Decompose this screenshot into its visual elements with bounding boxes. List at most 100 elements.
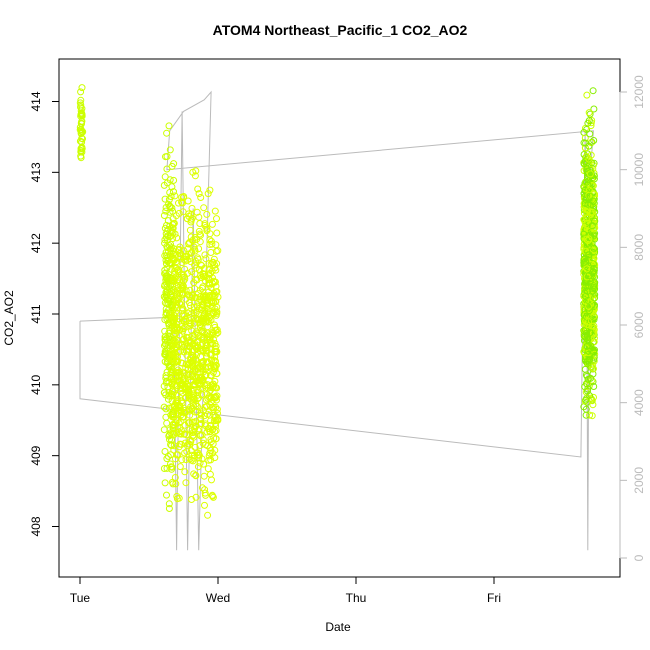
data-point bbox=[173, 451, 181, 459]
data-point bbox=[197, 416, 205, 423]
data-point bbox=[195, 190, 203, 198]
data-point bbox=[179, 317, 187, 324]
data-point bbox=[183, 431, 190, 439]
data-point bbox=[175, 199, 182, 207]
data-point bbox=[203, 225, 211, 233]
data-point bbox=[175, 273, 183, 281]
data-point bbox=[582, 396, 590, 404]
data-point bbox=[208, 350, 215, 358]
data-point bbox=[170, 256, 178, 264]
data-point bbox=[207, 394, 215, 401]
data-point bbox=[171, 267, 179, 275]
data-point bbox=[192, 167, 200, 175]
data-point bbox=[170, 176, 178, 184]
data-point bbox=[171, 230, 179, 238]
data-point bbox=[187, 438, 195, 446]
data-point bbox=[168, 224, 176, 232]
data-point bbox=[77, 126, 85, 134]
data-point bbox=[177, 359, 185, 367]
data-point bbox=[199, 327, 207, 335]
chart-title: ATOM4 Northeast_Pacific_1 CO2_AO2 bbox=[213, 22, 468, 38]
line-series bbox=[79, 90, 594, 551]
data-point bbox=[586, 170, 594, 178]
data-point bbox=[201, 251, 209, 259]
data-point bbox=[585, 222, 593, 230]
data-point bbox=[186, 371, 194, 379]
y-tick-label: 414 bbox=[29, 91, 43, 111]
data-point bbox=[590, 244, 598, 252]
data-point bbox=[205, 452, 213, 460]
data-point bbox=[188, 248, 196, 256]
data-point bbox=[166, 208, 174, 216]
data-point bbox=[197, 420, 205, 428]
data-point bbox=[188, 214, 196, 222]
data-point bbox=[170, 446, 178, 454]
data-point bbox=[161, 327, 169, 335]
data-point bbox=[213, 229, 221, 237]
data-point bbox=[209, 258, 217, 266]
data-point bbox=[590, 338, 598, 346]
data-point bbox=[191, 334, 198, 342]
data-point bbox=[167, 441, 175, 449]
data-point bbox=[197, 231, 205, 239]
data-point bbox=[176, 463, 184, 471]
data-point bbox=[202, 349, 210, 357]
data-point bbox=[168, 411, 176, 419]
data-point bbox=[170, 277, 177, 285]
data-point bbox=[582, 292, 590, 300]
point-series bbox=[76, 84, 599, 519]
data-point bbox=[163, 283, 171, 291]
y2-tick-label: 2000 bbox=[632, 467, 646, 494]
data-point bbox=[179, 285, 187, 292]
x-axis-label: Date bbox=[325, 620, 351, 634]
data-point bbox=[162, 340, 170, 348]
data-point bbox=[581, 134, 589, 142]
data-point bbox=[181, 384, 189, 392]
data-point bbox=[201, 489, 209, 497]
data-point bbox=[166, 176, 174, 184]
data-point bbox=[186, 419, 193, 427]
data-point bbox=[167, 460, 174, 468]
data-point bbox=[176, 370, 184, 378]
data-point bbox=[589, 401, 597, 409]
data-point bbox=[188, 310, 195, 318]
data-point bbox=[187, 211, 195, 219]
data-point bbox=[585, 272, 593, 280]
data-point bbox=[169, 391, 177, 399]
data-point bbox=[196, 293, 204, 301]
data-point bbox=[190, 470, 198, 478]
data-point bbox=[196, 459, 204, 467]
data-point bbox=[208, 240, 216, 248]
data-point bbox=[580, 259, 588, 267]
data-point bbox=[163, 464, 171, 472]
data-point bbox=[168, 369, 176, 377]
data-point bbox=[587, 119, 595, 127]
data-point bbox=[200, 329, 208, 337]
data-point bbox=[208, 426, 216, 434]
data-point bbox=[164, 244, 172, 252]
data-point bbox=[171, 455, 179, 463]
data-point bbox=[191, 425, 199, 433]
data-point bbox=[213, 260, 221, 268]
data-point bbox=[196, 230, 204, 238]
data-point bbox=[78, 143, 86, 151]
data-point bbox=[160, 465, 168, 472]
data-point bbox=[582, 388, 590, 396]
data-point bbox=[199, 358, 207, 366]
data-point bbox=[209, 493, 217, 501]
data-point bbox=[212, 282, 220, 290]
data-point bbox=[198, 484, 206, 492]
data-point bbox=[198, 340, 206, 348]
data-point bbox=[580, 255, 588, 263]
data-point bbox=[580, 216, 588, 224]
data-point bbox=[186, 302, 194, 309]
data-point bbox=[193, 208, 201, 216]
data-point bbox=[588, 172, 596, 180]
data-point bbox=[207, 249, 215, 256]
data-point bbox=[166, 189, 174, 196]
data-point bbox=[204, 425, 212, 433]
data-point bbox=[194, 254, 202, 262]
data-point bbox=[590, 365, 597, 373]
data-point bbox=[590, 334, 598, 342]
data-point bbox=[208, 302, 216, 310]
